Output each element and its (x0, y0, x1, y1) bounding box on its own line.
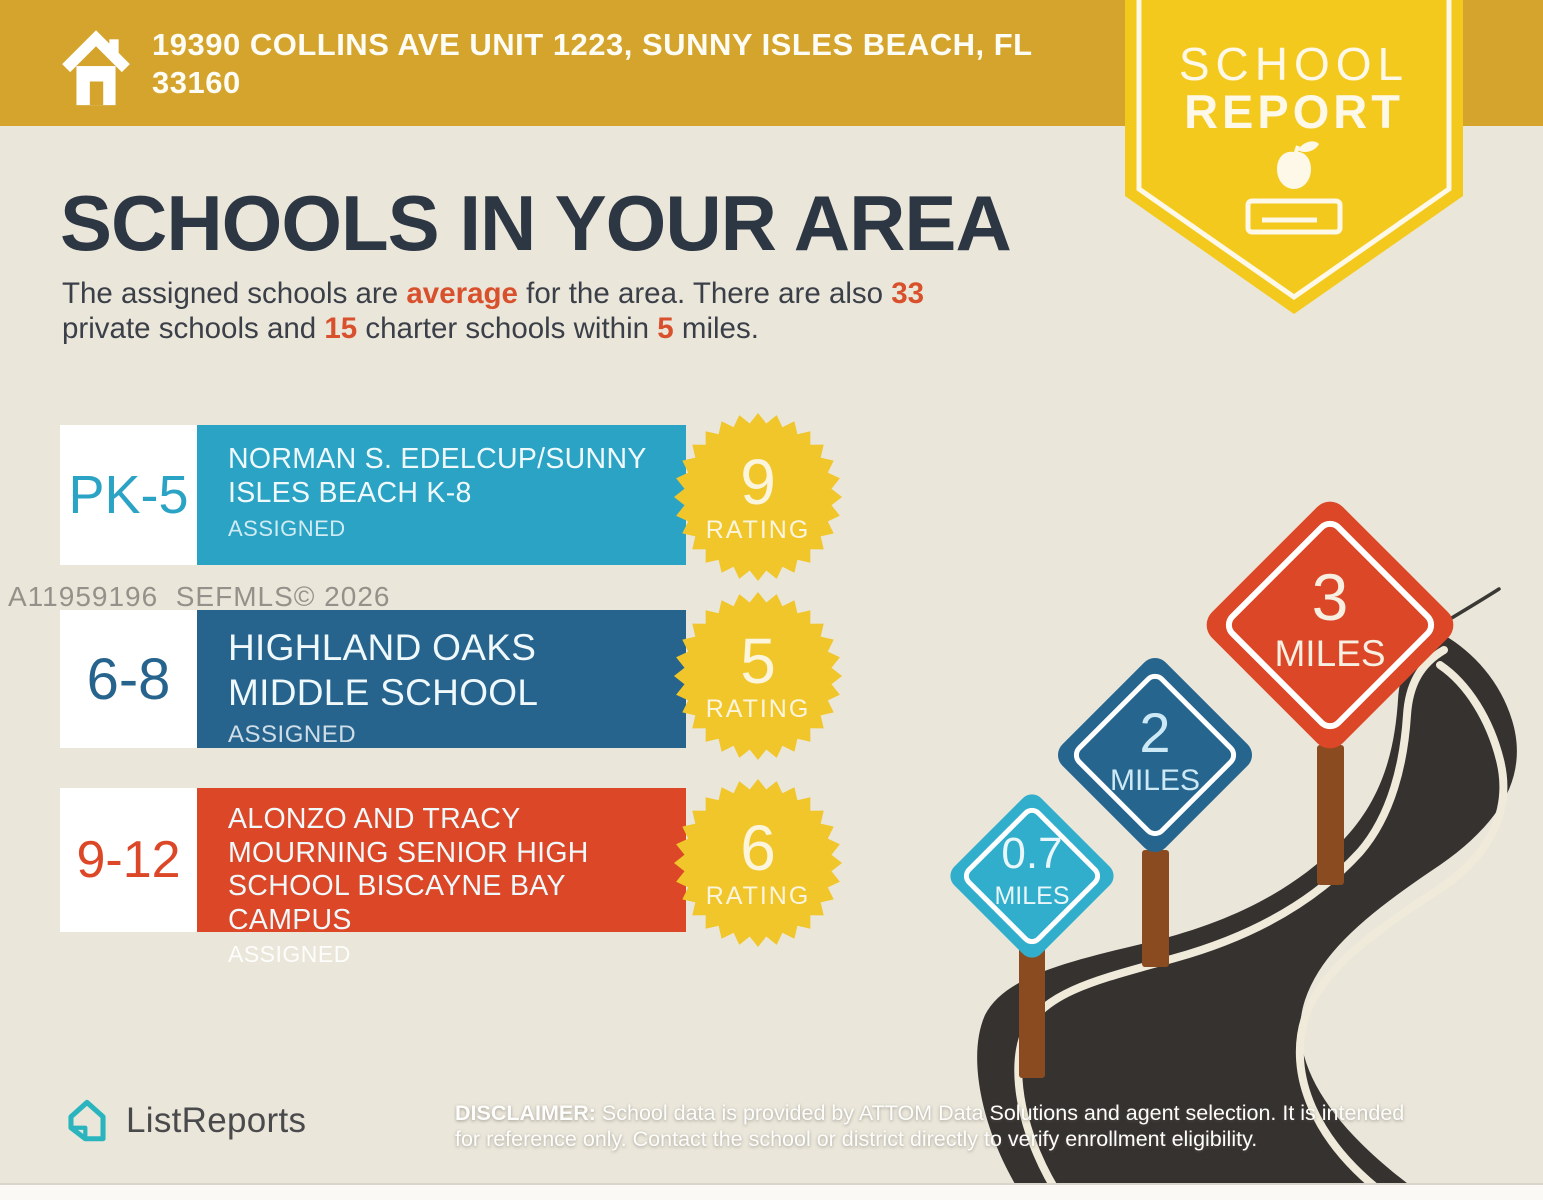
grade-range: 6-8 (86, 646, 171, 712)
school-report-ribbon: SCHOOL REPORT (1125, 0, 1463, 314)
school-row-elementary: PK-5 NORMAN S. EDELCUP/SUNNY ISLES BEACH… (60, 425, 686, 565)
rating-seal-middle: 5 RATING (673, 591, 843, 761)
distance-sign-3-miles: 3 MILES (1206, 501, 1454, 749)
rating-label: RATING (706, 882, 811, 910)
sign-post-0.7 (1019, 940, 1045, 1078)
listreports-house-icon (68, 1099, 106, 1142)
disclaimer-line2: for reference only. Contact the school o… (455, 1127, 1258, 1151)
disclaimer-line1: DISCLAIMER: School data is provided by A… (455, 1101, 1405, 1125)
grade-range-box: PK-5 (60, 425, 197, 565)
distance-sign-0.7-miles: 0.7 MILES (950, 794, 1114, 958)
address-line2: 33160 (152, 65, 241, 100)
assigned-label: ASSIGNED (228, 941, 351, 967)
school-name: HIGHLAND OAKS MIDDLE SCHOOL (228, 627, 539, 713)
sign-distance-unit: MILES (1274, 633, 1385, 674)
property-address: 19390 COLLINS AVE UNIT 1223, SUNNY ISLES… (152, 26, 1112, 102)
house-icon (62, 30, 130, 106)
sign-post-2 (1142, 850, 1169, 967)
school-name: ALONZO AND TRACY MOURNING SENIOR HIGH SC… (228, 803, 589, 936)
avg-highlight: average (406, 277, 518, 310)
school-bar: ALONZO AND TRACY MOURNING SENIOR HIGH SC… (197, 788, 686, 967)
sign-distance-value: 3 (1312, 560, 1349, 634)
ribbon-inner-border (1136, 0, 1452, 301)
listreports-wordmark: ListReports (126, 1101, 307, 1140)
school-bar: NORMAN S. EDELCUP/SUNNY ISLES BEACH K-8 … (197, 425, 686, 565)
distance-sign-2-miles: 2 MILES (1057, 657, 1253, 853)
school-bar: HIGHLAND OAKS MIDDLE SCHOOL ASSIGNED (197, 610, 686, 748)
road-vanishing-line (1443, 587, 1501, 624)
rating-value: 9 (740, 446, 776, 518)
rating-value: 5 (740, 625, 776, 697)
rating-label: RATING (706, 695, 811, 723)
grade-range-box: 9-12 (60, 788, 197, 932)
page-title: SCHOOLS IN YOUR AREA (60, 179, 1012, 267)
rating-seal-high: 6 RATING (673, 778, 843, 948)
mls-watermark: A11959196 SEFMLS© 2026 (8, 581, 391, 612)
grade-range: PK-5 (68, 465, 189, 525)
sign-distance-value: 2 (1139, 701, 1170, 764)
disclaimer-text: DISCLAIMER: School data is provided by A… (455, 1100, 1495, 1152)
summary-line2: private schools and 15 charter schools w… (62, 312, 759, 345)
sign-post-3 (1317, 745, 1344, 885)
listreports-logo: ListReports (60, 1094, 306, 1148)
address-line1: 19390 COLLINS AVE UNIT 1223, SUNNY ISLES… (152, 27, 1033, 62)
ribbon-title-line1: SCHOOL (1179, 38, 1409, 90)
charter-count: 15 (324, 312, 358, 345)
rating-label: RATING (706, 516, 811, 544)
rating-value: 6 (740, 812, 776, 884)
summary-text: The assigned schools are average for the… (62, 276, 1102, 346)
grade-range: 9-12 (76, 831, 181, 889)
grade-range-box: 6-8 (60, 610, 197, 748)
sign-distance-unit: MILES (1110, 764, 1200, 797)
assigned-label: ASSIGNED (228, 516, 346, 541)
summary-line1: The assigned schools are average for the… (62, 277, 925, 310)
ribbon-title-line2: REPORT (1184, 85, 1404, 138)
apple-book-icon (1245, 141, 1343, 235)
rating-seal-elementary: 9 RATING (673, 412, 843, 582)
school-row-middle: 6-8 HIGHLAND OAKS MIDDLE SCHOOL ASSIGNED (60, 610, 686, 748)
bottom-page-strip (0, 1183, 1543, 1200)
private-count: 33 (891, 277, 925, 310)
miles-count: 5 (657, 312, 674, 345)
assigned-label: ASSIGNED (228, 721, 357, 748)
school-name: NORMAN S. EDELCUP/SUNNY ISLES BEACH K-8 (228, 443, 647, 509)
sign-distance-unit: MILES (994, 882, 1069, 910)
school-row-high: 9-12 ALONZO AND TRACY MOURNING SENIOR HI… (60, 788, 686, 967)
sign-distance-value: 0.7 (1001, 829, 1062, 878)
